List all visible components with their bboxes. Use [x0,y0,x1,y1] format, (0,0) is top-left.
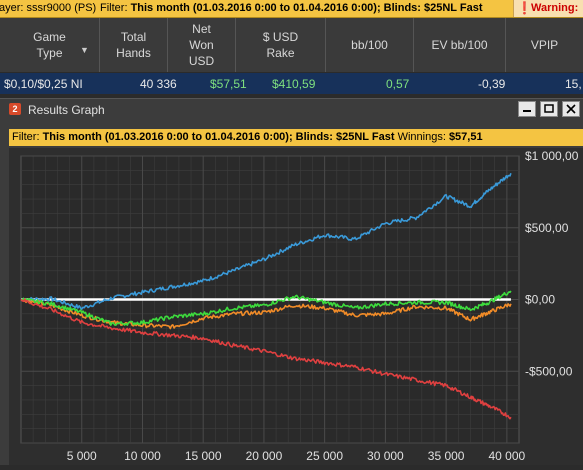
results-chart: 5 000 10 000 15 000 20 000 25 000 30 000 35 00… [9,148,583,470]
cell-ev-bb100: -0,39 [478,77,506,91]
column-rake[interactable]: $ USD Rake [236,18,326,72]
x-tick-label: 20 000 [246,449,283,463]
x-tick-label: 10 000 [124,449,161,463]
winnings-value: $57,51 [448,131,483,143]
close-icon [566,104,576,114]
x-tick-label: 5 000 [67,449,97,463]
cell-rake: $410,59 [272,77,316,91]
column-vpip[interactable]: VPIP [530,38,559,52]
top-filter-text: Filter: This month (01.03.2016 0:00 to 0… [100,2,483,14]
minimize-button[interactable] [518,101,536,117]
warning-label: Warning: [531,2,579,14]
chevron-down-icon[interactable]: ▼ [80,45,89,55]
cell-vpip: 15, [565,77,582,91]
y-tick-label: $500,00 [525,221,569,235]
graph-filter-bar: Filter: This month (01.03.2016 0:00 to 0… [9,129,583,146]
filter-label: Filter: [12,131,40,143]
x-tick-label: 40 000 [489,449,526,463]
series-line-ev [20,298,512,330]
y-tick-label: $1 000,00 [525,149,579,163]
stats-table-header: Game Type ▼ Total Hands Net Won USD $ USD Rak… [0,18,583,72]
cell-game-type: $0,10/$0,25 NI [4,77,83,91]
column-game-type[interactable]: Game Type ▼ [0,18,100,72]
results-chart-svg: 5 000 10 000 15 000 20 000 25 000 30 000 35 00… [20,149,579,470]
x-tick-label: 25 000 [306,449,343,463]
top-filter-bar: ayer: sssr9000 (PS) Filter: This month (… [0,0,583,18]
cell-net-won: $57,51 [210,77,247,91]
series-line-non-showdown [20,298,512,420]
y-tick-label: -$500,00 [525,364,573,378]
warning-box[interactable]: ❗ Warning: [513,0,583,17]
table-row[interactable]: $0,10/$0,25 NI 40 336 $57,51 $410,59 0,5… [0,73,583,94]
y-tick-label: $0,00 [525,293,555,307]
column-ev-bb100[interactable]: EV bb/100 [414,18,506,72]
column-net-won[interactable]: Net Won USD [168,18,236,72]
maximize-icon [544,104,554,113]
window-title: Results Graph [28,103,105,117]
minimize-icon [523,110,531,112]
window-titlebar[interactable]: 2 Results Graph [0,99,583,121]
x-tick-label: 35 000 [428,449,465,463]
column-bb100[interactable]: bb/100 [326,18,414,72]
warning-icon: ❗ [517,1,532,15]
series-line-showdown [20,290,512,326]
series-line-net-won [21,172,512,310]
winnings-label: Winnings: [397,131,446,143]
maximize-button[interactable] [540,101,558,117]
cell-bb100: 0,57 [386,77,410,91]
cell-total-hands: 40 336 [140,77,177,91]
player-label: ayer: sssr9000 (PS) [0,2,97,14]
x-tick-label: 15 000 [185,449,222,463]
results-graph-window: 2 Results Graph Filter: This month (01.0… [0,98,583,470]
x-tick-label: 30 000 [367,449,404,463]
column-total-hands[interactable]: Total Hands [100,18,168,72]
filter-text: This month (01.03.2016 0:00 to 01.04.201… [42,131,395,143]
close-button[interactable] [562,101,580,117]
app-icon: 2 [9,103,21,115]
